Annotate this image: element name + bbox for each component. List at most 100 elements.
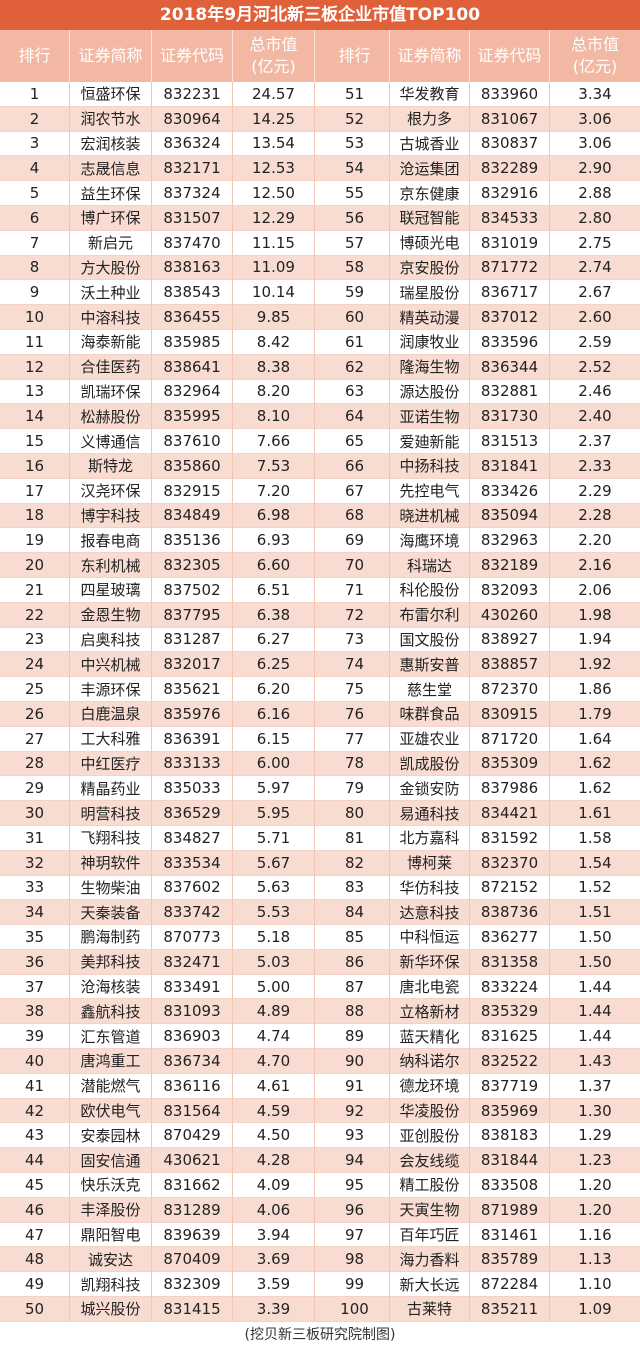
cell-code: 830837 — [470, 131, 550, 157]
column-gap — [315, 553, 320, 578]
cell-name: 味群食品 — [390, 701, 470, 727]
cell-name: 四星玻璃 — [70, 577, 152, 603]
cell-rank: 48 — [0, 1247, 70, 1273]
cell-name: 瑞星股份 — [390, 280, 470, 306]
cell-name: 固安信通 — [70, 1148, 152, 1174]
cell-code: 835976 — [152, 701, 233, 727]
column-gap — [315, 1099, 320, 1124]
header-rank: 排行 — [0, 30, 70, 82]
cell-market-cap: 3.59 — [233, 1272, 315, 1298]
cell-rank: 13 — [0, 379, 70, 405]
cell-market-cap: 1.50 — [550, 925, 640, 950]
cell-code: 833133 — [152, 751, 233, 777]
cell-name: 中红医疗 — [70, 751, 152, 777]
cell-rank: 69 — [320, 528, 390, 554]
cell-name: 先控电气 — [390, 478, 470, 504]
cell-market-cap: 1.13 — [550, 1247, 640, 1273]
column-gap — [315, 1272, 320, 1298]
cell-code: 831730 — [470, 404, 550, 430]
cell-code: 837470 — [152, 230, 233, 256]
column-gap — [315, 578, 320, 603]
cell-market-cap: 1.62 — [550, 752, 640, 777]
table-row: 1 恒盛环保 832231 24.57 51 华发教育 833960 3.34 — [0, 82, 640, 107]
cell-name: 精英动漫 — [390, 305, 470, 330]
cell-rank: 89 — [320, 1024, 390, 1050]
cell-name: 精工股份 — [390, 1173, 470, 1198]
column-gap — [315, 504, 320, 529]
cell-name: 斯特龙 — [70, 453, 152, 479]
cell-name: 北方嘉科 — [390, 825, 470, 851]
cell-code: 838857 — [470, 652, 550, 678]
cell-market-cap: 5.63 — [233, 875, 315, 901]
cell-rank: 17 — [0, 478, 70, 504]
cell-market-cap: 4.09 — [233, 1173, 315, 1198]
cell-code: 872370 — [470, 677, 550, 702]
table-row: 38 鑫航科技 831093 4.89 88 立格新材 835329 1.44 — [0, 999, 640, 1025]
cell-market-cap: 4.50 — [233, 1123, 315, 1149]
cell-rank: 19 — [0, 528, 70, 554]
cell-market-cap: 1.54 — [550, 851, 640, 876]
cell-code: 835136 — [152, 528, 233, 554]
cell-market-cap: 7.20 — [233, 478, 315, 504]
column-gap — [315, 677, 320, 702]
cell-rank: 38 — [0, 999, 70, 1025]
cell-name: 科瑞达 — [390, 553, 470, 578]
cell-code: 832370 — [470, 850, 550, 876]
cell-market-cap: 2.88 — [550, 181, 640, 206]
cell-rank: 12 — [0, 354, 70, 380]
cell-market-cap: 1.43 — [550, 1049, 640, 1074]
cell-name: 科伦股份 — [390, 577, 470, 603]
cell-code: 831513 — [470, 429, 550, 454]
cell-code: 836455 — [152, 305, 233, 330]
cell-market-cap: 3.39 — [233, 1297, 315, 1322]
cell-market-cap: 6.15 — [233, 726, 315, 752]
cell-code: 833426 — [470, 478, 550, 504]
column-gap — [315, 801, 320, 826]
cell-rank: 54 — [320, 156, 390, 182]
table-row: 48 诚安达 870409 3.69 98 海力香料 835789 1.13 — [0, 1247, 640, 1273]
table-row: 41 潜能燃气 836116 4.61 91 德龙环境 837719 1.37 — [0, 1073, 640, 1099]
table-row: 44 固安信通 430621 4.28 94 会友线缆 831844 1.23 — [0, 1148, 640, 1174]
cell-market-cap: 5.53 — [233, 900, 315, 926]
column-gap — [315, 1123, 320, 1149]
cell-code: 833224 — [470, 974, 550, 1000]
cell-rank: 44 — [0, 1148, 70, 1174]
cell-rank: 78 — [320, 751, 390, 777]
table-row: 45 快乐沃克 831662 4.09 95 精工股份 833508 1.20 — [0, 1173, 640, 1198]
cell-code: 836344 — [470, 354, 550, 380]
cell-market-cap: 2.59 — [550, 330, 640, 355]
cell-rank: 39 — [0, 1024, 70, 1050]
cell-rank: 72 — [320, 602, 390, 628]
cell-market-cap: 8.38 — [233, 354, 315, 380]
table-row: 3 宏润核装 836324 13.54 53 古城香业 830837 3.06 — [0, 131, 640, 157]
cell-rank: 57 — [320, 230, 390, 256]
cell-market-cap: 11.15 — [233, 230, 315, 256]
column-gap — [315, 454, 320, 479]
cell-market-cap: 1.23 — [550, 1148, 640, 1174]
cell-code: 839639 — [152, 1222, 233, 1248]
column-gap — [315, 652, 320, 678]
table-row: 34 天秦装备 833742 5.53 84 达意科技 838736 1.51 — [0, 900, 640, 926]
cell-rank: 28 — [0, 751, 70, 777]
cell-rank: 32 — [0, 850, 70, 876]
column-gap — [315, 727, 320, 752]
cell-rank: 87 — [320, 974, 390, 1000]
table-row: 33 生物柴油 837602 5.63 83 华仿科技 872152 1.52 — [0, 875, 640, 901]
cell-rank: 81 — [320, 825, 390, 851]
column-gap — [315, 1247, 320, 1273]
column-gap — [315, 107, 320, 132]
cell-rank: 35 — [0, 925, 70, 950]
header-market-cap: 总市值 (亿元) — [233, 30, 315, 82]
cell-market-cap: 13.54 — [233, 131, 315, 157]
cell-name: 海泰新能 — [70, 329, 152, 355]
cell-code: 832915 — [152, 478, 233, 504]
cell-market-cap: 5.00 — [233, 974, 315, 1000]
cell-rank: 70 — [320, 553, 390, 578]
column-gap — [315, 925, 320, 950]
cell-name: 博广环保 — [70, 205, 152, 231]
cell-rank: 26 — [0, 701, 70, 727]
cell-rank: 37 — [0, 974, 70, 1000]
cell-rank: 63 — [320, 379, 390, 405]
cell-market-cap: 1.09 — [550, 1297, 640, 1322]
cell-name: 慈生堂 — [390, 677, 470, 702]
